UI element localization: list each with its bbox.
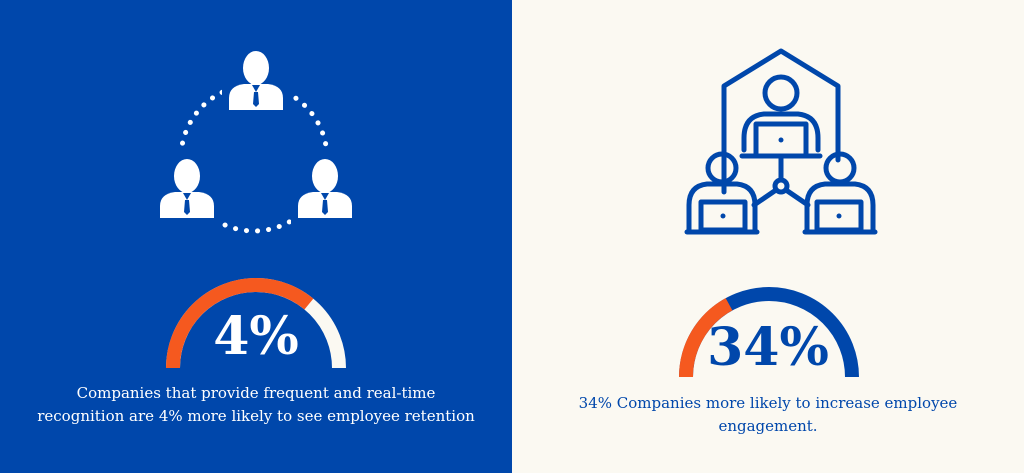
left-panel: 4% Companies that provide frequent and r… <box>0 0 512 473</box>
team-network-icon <box>153 40 359 234</box>
engagement-caption: 34% Companies more likely to increase em… <box>530 392 1006 438</box>
engagement-caption-line-1: 34% Companies more likely to increase em… <box>578 394 958 412</box>
engagement-caption-line-2: engagement. <box>718 417 818 435</box>
gauge-fill <box>679 298 733 378</box>
retention-gauge <box>166 278 346 369</box>
remote-team-icon <box>684 48 878 235</box>
engagement-gauge <box>679 287 859 378</box>
retention-caption: Companies that provide frequent and real… <box>10 382 502 428</box>
gauge-fill <box>166 278 314 369</box>
engagement-stat: 34% <box>707 317 829 378</box>
retention-caption-line-2: recognition are 4% more likely to see em… <box>37 407 475 425</box>
retention-caption-line-1: Companies that provide frequent and real… <box>76 384 436 402</box>
retention-stat: 4% <box>213 306 299 367</box>
right-panel: 34% 34% Companies more likely to increas… <box>512 0 1024 473</box>
